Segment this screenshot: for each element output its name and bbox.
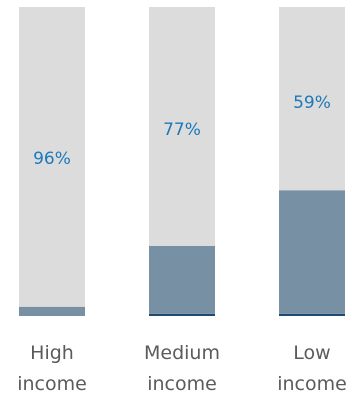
bar-segment-top-1 [19,7,85,307]
bar-segment-middle-1 [19,306,85,316]
category-label-1-line2: income [17,373,87,395]
percentage-label-1: 96% [33,149,71,169]
category-label-3-line1: Low [293,342,330,364]
bar-segment-bottom-3 [279,313,345,316]
bar-segment-top-3 [279,7,345,191]
bar-segment-top-2 [149,7,215,246]
bar-segment-middle-3 [279,190,345,314]
category-label-1-line1: High [30,342,74,364]
percentage-label-3: 59% [293,93,331,113]
percentage-label-2: 77% [163,120,201,140]
category-label-3-line2: income [277,373,347,395]
bar-segment-middle-2 [149,245,215,314]
category-label-2-line2: income [147,373,217,395]
bar-segment-bottom-2 [149,313,215,316]
category-label-2-line1: Medium [144,342,220,364]
